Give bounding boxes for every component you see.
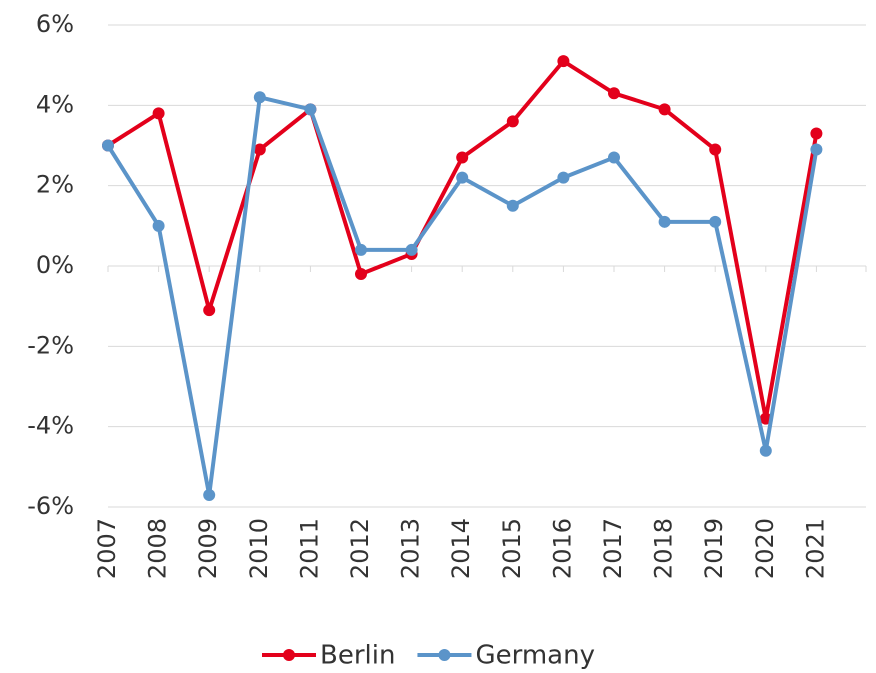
x-tick-label: 2020 — [751, 518, 779, 579]
point — [506, 199, 519, 212]
y-tick-label: 0% — [36, 251, 74, 279]
point — [152, 219, 165, 232]
point — [253, 143, 266, 156]
point — [658, 103, 671, 116]
point — [355, 243, 367, 256]
point — [456, 151, 469, 164]
point — [253, 91, 266, 104]
x-tick-label: 2012 — [346, 518, 374, 579]
legend-marker — [438, 649, 451, 661]
point — [709, 215, 722, 228]
x-tick-label: 2011 — [295, 518, 323, 579]
point — [405, 243, 418, 256]
x-tick-label: 2013 — [397, 518, 425, 579]
x-tick-label: 2014 — [447, 518, 475, 579]
point — [203, 304, 216, 317]
point — [557, 55, 570, 68]
x-tick-label: 2019 — [700, 518, 728, 579]
point — [810, 143, 823, 156]
point — [102, 139, 114, 152]
x-tick-label: 2015 — [498, 518, 526, 579]
legend-marker — [283, 649, 295, 661]
x-tick-label: 2007 — [93, 518, 121, 579]
x-tick-label: 2016 — [548, 518, 576, 579]
y-tick-label: 4% — [36, 90, 74, 118]
point — [456, 171, 469, 184]
x-tick-label: 2008 — [144, 518, 172, 579]
point — [203, 488, 216, 501]
series-line — [106, 59, 819, 421]
point — [658, 215, 671, 228]
x-tick-label: 2009 — [194, 518, 222, 579]
point — [506, 115, 519, 128]
point — [709, 143, 722, 156]
point — [152, 107, 165, 120]
legend-label: Germany — [475, 641, 595, 670]
point — [759, 444, 772, 457]
point — [557, 171, 570, 184]
y-tick-label: 2% — [36, 171, 74, 199]
point — [810, 127, 823, 140]
point — [608, 87, 620, 100]
y-tick-label: -4% — [27, 412, 74, 440]
y-tick-label: -6% — [27, 492, 74, 520]
x-tick-label: 2017 — [599, 518, 627, 579]
x-tick-label: 2010 — [245, 518, 273, 579]
x-tick-label: 2021 — [801, 518, 829, 579]
legend-label: Berlin — [320, 641, 395, 670]
point — [355, 268, 367, 281]
y-tick-label: 6% — [36, 10, 74, 38]
y-tick-label: -2% — [27, 331, 74, 359]
point — [608, 151, 620, 164]
point — [304, 103, 317, 116]
x-tick-label: 2018 — [650, 518, 678, 579]
